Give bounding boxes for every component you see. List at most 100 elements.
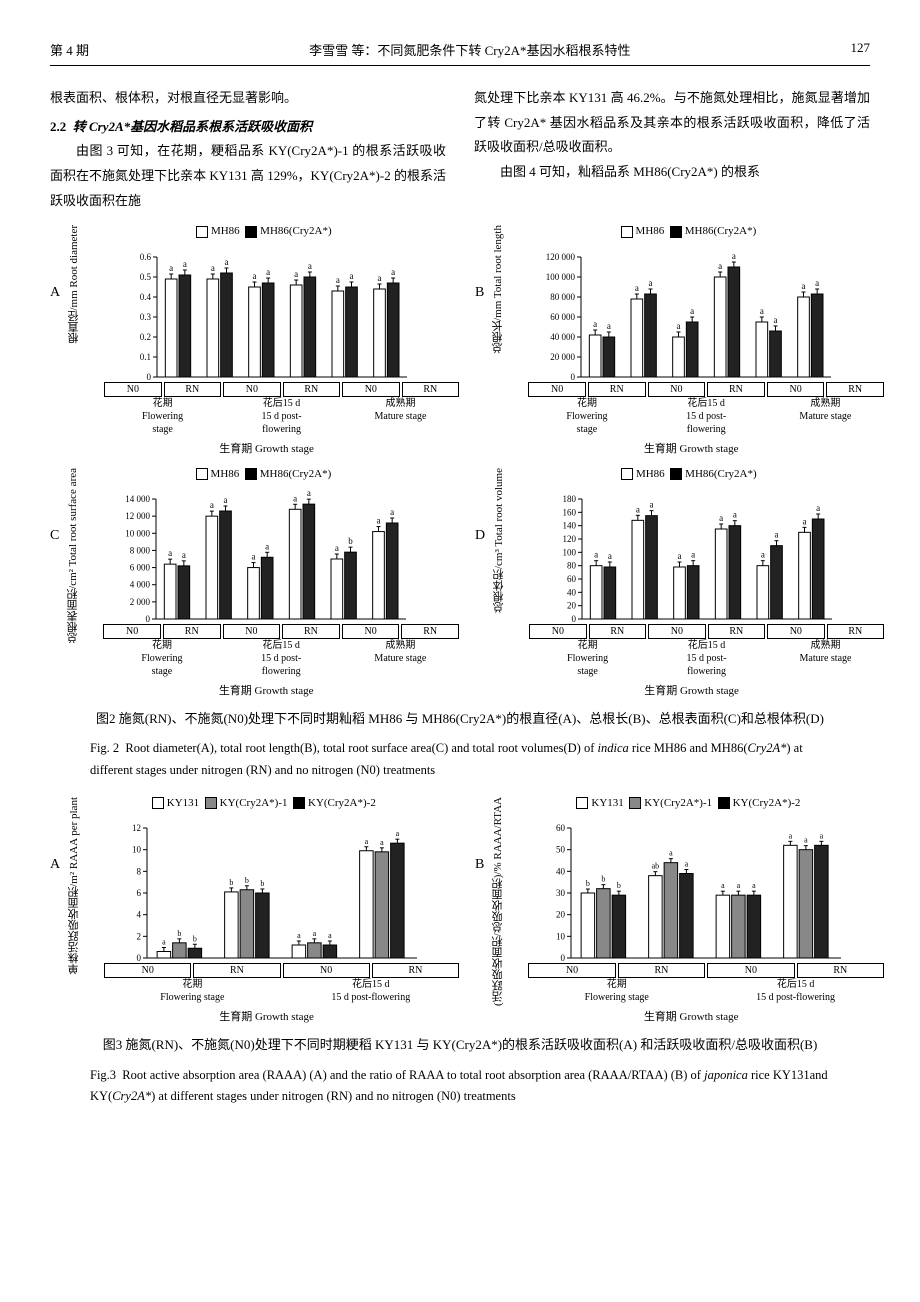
svg-text:0.5: 0.5 <box>139 272 151 282</box>
fig2-caption-en: Fig. 2 Root diameter(A), total root leng… <box>90 738 830 781</box>
svg-text:b: b <box>192 935 196 944</box>
svg-text:b: b <box>348 537 353 547</box>
svg-text:a: a <box>649 278 653 288</box>
fig3-grid: A 单株活跃吸收面积/m² RAAA per plant KY131 KY(Cr… <box>50 797 870 1024</box>
svg-text:10: 10 <box>556 932 566 942</box>
svg-text:a: a <box>774 530 778 540</box>
issue-label: 第 4 期 <box>50 40 89 59</box>
svg-text:40: 40 <box>556 867 566 877</box>
svg-text:a: a <box>266 267 270 277</box>
running-header: 第 4 期 李雪雪 等：不同氮肥条件下转 Cry2A*基因水稻根系特性 127 <box>50 40 870 66</box>
svg-text:a: a <box>294 269 298 279</box>
svg-text:a: a <box>594 550 598 560</box>
bar-chart: 020 00040 00060 00080 000100 000120 000a… <box>541 242 841 382</box>
svg-text:0: 0 <box>571 614 576 624</box>
fig2-caption-cn: 图2 施氮(RN)、不施氮(N0)处理下不同时期籼稻 MH86 与 MH86(C… <box>50 708 870 730</box>
svg-text:a: a <box>377 273 381 283</box>
svg-text:a: a <box>721 882 725 891</box>
svg-text:a: a <box>607 321 611 331</box>
svg-text:10: 10 <box>132 845 142 855</box>
svg-text:a: a <box>760 306 764 316</box>
svg-text:a: a <box>395 830 399 839</box>
svg-text:10 000: 10 000 <box>125 529 150 539</box>
svg-text:30: 30 <box>556 888 566 898</box>
svg-text:a: a <box>252 552 256 562</box>
svg-text:a: a <box>802 517 806 527</box>
para-3: 氮处理下比亲本 KY131 高 46.2%。与不施氮处理相比，施氮显著增加了转 … <box>474 86 870 160</box>
svg-text:a: a <box>635 283 639 293</box>
fig2-B: B 总根长/mm Total root length MH86 MH86(Cry… <box>475 225 870 455</box>
svg-text:0.3: 0.3 <box>139 312 151 322</box>
svg-text:a: a <box>691 550 695 560</box>
svg-text:a: a <box>607 551 611 561</box>
fig3-caption-en: Fig.3 Root active absorption area (RAAA)… <box>90 1065 830 1108</box>
svg-text:a: a <box>224 257 228 267</box>
svg-text:a: a <box>802 281 806 291</box>
svg-text:20 000: 20 000 <box>550 352 575 362</box>
svg-text:a: a <box>732 251 736 261</box>
svg-text:a: a <box>677 321 681 331</box>
svg-text:120 000: 120 000 <box>546 252 576 262</box>
bar-chart: 00.10.20.30.40.50.6aaaaaaaaaaaa <box>117 242 417 382</box>
svg-text:0: 0 <box>136 953 141 963</box>
svg-text:a: a <box>815 278 819 288</box>
svg-text:0: 0 <box>571 372 576 382</box>
bar-chart: 020406080100120140160180aaaaaaaaaaaa <box>542 484 842 624</box>
svg-text:a: a <box>364 837 368 846</box>
bar-chart: 024681012abbbbbaaaaaa <box>107 813 427 963</box>
svg-text:6: 6 <box>136 888 141 898</box>
svg-text:a: a <box>685 860 689 869</box>
fig2-grid: A 根直径/mm Root diameter MH86 MH86(Cry2A*)… <box>50 225 870 698</box>
svg-text:8: 8 <box>136 867 141 877</box>
svg-text:a: a <box>307 261 311 271</box>
svg-text:a: a <box>377 516 381 526</box>
bar-chart: 0102030405060bbbabaaaaaaaa <box>531 813 851 963</box>
svg-text:4 000: 4 000 <box>130 580 151 590</box>
svg-text:20: 20 <box>556 910 566 920</box>
svg-text:a: a <box>737 882 741 891</box>
svg-text:a: a <box>677 551 681 561</box>
svg-text:a: a <box>635 505 639 515</box>
svg-text:a: a <box>391 267 395 277</box>
svg-text:40 000: 40 000 <box>550 332 575 342</box>
ylabel-C: 总根表面积/cm² Total root surface area <box>65 468 81 644</box>
svg-text:b: b <box>229 878 233 887</box>
svg-text:2: 2 <box>136 932 141 942</box>
svg-text:14 000: 14 000 <box>125 494 150 504</box>
svg-text:a: a <box>593 319 597 329</box>
svg-text:60 000: 60 000 <box>550 312 575 322</box>
svg-text:a: a <box>380 838 384 847</box>
para-2: 由图 3 可知，在花期，粳稻品系 KY(Cry2A*)-1 的根系活跃吸收面积在… <box>50 139 446 213</box>
svg-text:120: 120 <box>562 534 576 544</box>
svg-text:a: a <box>297 931 301 940</box>
svg-text:80: 80 <box>567 561 577 571</box>
svg-text:a: a <box>312 929 316 938</box>
svg-text:180: 180 <box>562 494 576 504</box>
svg-text:0.6: 0.6 <box>139 252 151 262</box>
svg-text:a: a <box>335 543 339 553</box>
svg-text:80 000: 80 000 <box>550 292 575 302</box>
running-title: 李雪雪 等：不同氮肥条件下转 Cry2A*基因水稻根系特性 <box>309 40 630 59</box>
svg-text:a: a <box>649 500 653 510</box>
svg-text:a: a <box>224 495 228 505</box>
svg-text:a: a <box>789 832 793 841</box>
svg-text:a: a <box>169 263 173 273</box>
svg-text:a: a <box>752 882 756 891</box>
ylabel-B: 总根长/mm Total root length <box>490 225 506 354</box>
svg-text:a: a <box>307 489 311 499</box>
svg-text:12 000: 12 000 <box>125 512 150 522</box>
fig2-A: A 根直径/mm Root diameter MH86 MH86(Cry2A*)… <box>50 225 445 455</box>
svg-text:b: b <box>602 875 606 884</box>
svg-text:a: a <box>328 931 332 940</box>
svg-text:12: 12 <box>132 823 141 833</box>
svg-text:60: 60 <box>556 823 566 833</box>
fig2-D: D 总根体积/cm³ Total root volume MH86 MH86(C… <box>475 468 870 698</box>
svg-text:b: b <box>586 879 590 888</box>
page-number: 127 <box>851 40 871 59</box>
svg-text:a: a <box>168 549 172 559</box>
svg-text:a: a <box>265 542 269 552</box>
svg-text:140: 140 <box>562 521 576 531</box>
svg-text:ab: ab <box>652 862 660 871</box>
svg-text:b: b <box>244 876 248 885</box>
fig3-caption-cn: 图3 施氮(RN)、不施氮(N0)处理下不同时期粳稻 KY131 与 KY(Cr… <box>50 1034 870 1056</box>
